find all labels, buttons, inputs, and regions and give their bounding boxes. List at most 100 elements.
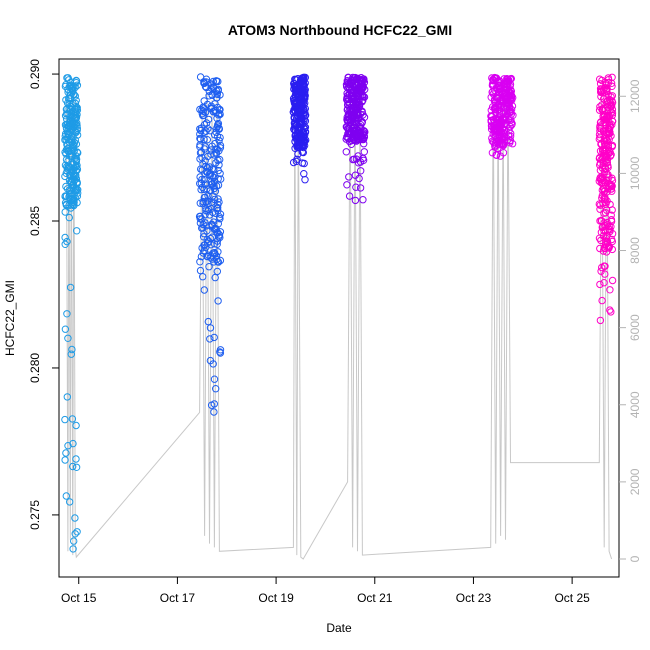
data-point xyxy=(505,99,513,108)
data-point xyxy=(596,147,605,155)
data-point xyxy=(67,350,76,358)
data-point xyxy=(352,131,360,139)
y2-tick-label: 8000 xyxy=(628,237,642,264)
data-point xyxy=(206,187,214,195)
data-point xyxy=(354,89,362,97)
data-point xyxy=(297,96,305,105)
data-point xyxy=(216,346,225,354)
y2-tick-label: 10000 xyxy=(628,156,642,190)
data-point xyxy=(352,119,360,127)
data-point xyxy=(494,144,502,152)
data-point xyxy=(506,139,514,147)
data-point xyxy=(210,400,219,408)
y2-tick-label: 0 xyxy=(628,555,642,562)
data-point xyxy=(301,176,309,184)
data-point xyxy=(606,286,614,294)
data-point xyxy=(216,169,224,178)
data-point xyxy=(596,217,604,225)
data-point xyxy=(600,226,608,235)
y-tick-label: 0.285 xyxy=(28,206,42,236)
data-point xyxy=(601,135,609,143)
data-point xyxy=(290,79,298,88)
y2-tick-label: 4000 xyxy=(628,391,642,418)
data-point xyxy=(608,141,617,150)
data-point xyxy=(601,145,609,153)
data-point xyxy=(72,455,80,463)
data-point xyxy=(69,545,77,553)
y-tick-label: 0.275 xyxy=(28,500,42,530)
data-point xyxy=(72,463,81,471)
data-point xyxy=(346,80,354,88)
data-point xyxy=(354,111,363,120)
data-point xyxy=(596,103,604,111)
data-point xyxy=(63,393,72,401)
data-point xyxy=(292,134,300,142)
data-point xyxy=(495,89,503,97)
data-point xyxy=(202,207,210,215)
data-point xyxy=(72,140,81,148)
data-point xyxy=(601,187,609,195)
data-point xyxy=(205,92,213,100)
data-point xyxy=(65,191,74,199)
data-point xyxy=(607,308,615,316)
data-point xyxy=(357,80,365,89)
data-point xyxy=(342,148,350,156)
data-point xyxy=(290,94,298,102)
data-point xyxy=(600,279,608,287)
data-point xyxy=(604,91,612,99)
data-point xyxy=(71,83,79,92)
data-point xyxy=(66,89,74,97)
data-point xyxy=(349,105,358,113)
data-point xyxy=(62,449,70,457)
data-point xyxy=(607,223,615,231)
data-point xyxy=(72,166,80,175)
data-point xyxy=(72,156,80,164)
data-point xyxy=(61,456,69,464)
data-point xyxy=(604,96,612,105)
data-point xyxy=(494,98,502,106)
data-point xyxy=(71,514,79,522)
data-point xyxy=(293,87,302,95)
data-point xyxy=(605,179,613,188)
data-point xyxy=(343,181,351,189)
data-point xyxy=(299,148,307,157)
data-point xyxy=(214,297,222,305)
data-point xyxy=(62,105,71,114)
data-point xyxy=(216,349,225,357)
data-point xyxy=(295,88,304,97)
data-point xyxy=(196,130,204,138)
data-point xyxy=(197,148,206,156)
data-point xyxy=(206,335,214,343)
data-point xyxy=(492,151,500,159)
data-point xyxy=(607,108,615,117)
data-point xyxy=(342,135,350,143)
data-point xyxy=(503,75,511,83)
data-point xyxy=(302,136,310,144)
data-point xyxy=(74,189,82,197)
data-point xyxy=(354,114,363,122)
data-point xyxy=(349,73,357,82)
data-point xyxy=(207,84,215,92)
data-point xyxy=(606,306,614,314)
data-point xyxy=(207,146,216,154)
data-point xyxy=(62,162,71,171)
data-point xyxy=(63,310,71,318)
data-point xyxy=(68,178,76,187)
data-point xyxy=(213,123,221,132)
data-point xyxy=(64,135,72,144)
data-point xyxy=(300,159,308,168)
data-point xyxy=(63,105,71,113)
data-point xyxy=(605,125,614,134)
y-tick-label: 0.280 xyxy=(28,353,42,383)
data-point xyxy=(596,316,605,325)
data-point xyxy=(70,118,78,127)
data-point xyxy=(494,116,502,125)
data-point xyxy=(70,537,78,545)
data-point xyxy=(208,220,216,228)
data-point xyxy=(214,195,222,203)
data-point xyxy=(608,276,617,285)
x-tick-label: Oct 25 xyxy=(554,591,590,605)
data-point xyxy=(205,263,213,271)
data-point xyxy=(356,184,365,192)
data-point xyxy=(204,115,213,124)
